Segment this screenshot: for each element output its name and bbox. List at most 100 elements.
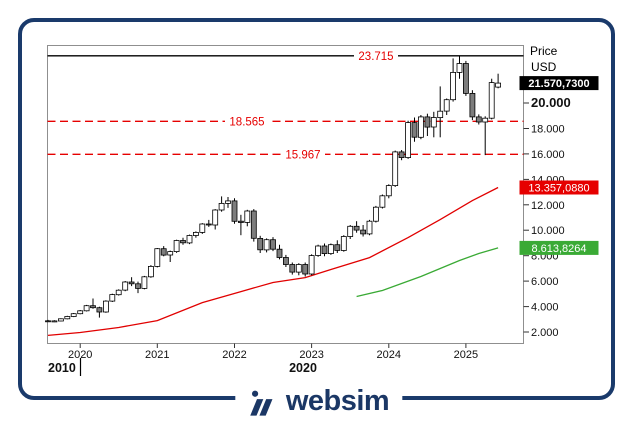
candle-body <box>115 289 122 296</box>
decade-label: 2020 <box>289 361 317 375</box>
candle-body <box>398 151 405 158</box>
candle-body <box>340 236 347 251</box>
candle-body <box>109 294 116 302</box>
x-tick-label: 2021 <box>145 349 169 361</box>
candle-body <box>199 223 206 233</box>
candle-body <box>96 307 103 313</box>
price-marker-box <box>519 180 599 195</box>
candle-body <box>321 245 328 254</box>
candle-body <box>430 117 437 128</box>
candle-body <box>231 200 238 222</box>
candle-body <box>147 265 154 278</box>
candle-body <box>160 248 167 256</box>
x-tick-label: 2025 <box>454 349 478 361</box>
y-tick-label: 4.000 <box>531 302 559 314</box>
websim-card <box>18 18 615 400</box>
candle-body <box>141 276 148 289</box>
candle-body <box>90 305 96 309</box>
level-label: 18.565 <box>229 116 264 128</box>
candle-body <box>180 240 186 244</box>
candle-body <box>495 82 502 88</box>
x-tick-label: 2023 <box>299 349 323 361</box>
candle-body <box>450 72 457 101</box>
candle-body <box>360 229 367 235</box>
candle-body <box>334 244 341 251</box>
candle-body <box>276 248 283 258</box>
candle-body <box>482 117 489 123</box>
candle-body <box>192 231 199 236</box>
candle-body <box>45 320 51 323</box>
y-tick-label: 20.000 <box>531 95 571 110</box>
candle-body <box>372 206 379 222</box>
candle-body <box>212 209 219 226</box>
level-label-bg <box>354 49 398 63</box>
y-tick-label: 6.000 <box>531 276 559 288</box>
candle-body <box>327 244 334 254</box>
websim-logo-text: websim <box>285 385 390 417</box>
candle-body <box>173 240 180 253</box>
websim-logo-icon <box>249 390 272 416</box>
candle-body <box>103 300 109 313</box>
candle-body <box>154 248 161 267</box>
candle-body <box>475 116 482 123</box>
candle-body <box>244 210 251 223</box>
axis-title-usd: USD <box>531 60 557 74</box>
candle-body <box>257 237 264 251</box>
price-marker-box <box>519 240 599 255</box>
price-marker-label: 8.613,8264 <box>531 243 586 255</box>
candle-body <box>417 116 424 138</box>
candle-body <box>353 225 360 231</box>
candle-body <box>167 251 174 256</box>
candle-body <box>289 264 296 273</box>
y-tick-label: 16.000 <box>531 149 565 161</box>
candle-body <box>437 110 444 118</box>
candle-body <box>270 239 276 250</box>
candle-body <box>379 195 386 208</box>
level-label-bg <box>281 147 325 161</box>
price-marker-box <box>519 76 599 91</box>
candle-body <box>186 235 193 244</box>
candle-body <box>443 99 450 112</box>
candle-body <box>308 255 315 275</box>
y-tick-label: 18.000 <box>531 124 565 136</box>
candle-body <box>366 220 373 235</box>
y-tick-label: 10.000 <box>531 225 565 237</box>
websim-logo: websim <box>234 385 403 421</box>
candle-body <box>51 320 58 323</box>
axis-title-price: Price <box>530 44 558 58</box>
candle-body <box>347 225 354 237</box>
moving-average-slow-line <box>356 247 499 298</box>
candle-body <box>488 82 495 119</box>
level-label-bg <box>225 114 269 128</box>
candle-body <box>456 63 463 73</box>
level-label: 15.967 <box>285 149 320 161</box>
x-tick-label: 2022 <box>222 349 246 361</box>
x-tick-label: 2024 <box>377 349 401 361</box>
candle-body <box>128 281 135 285</box>
price-marker-label: 13.357,0880 <box>528 183 589 195</box>
y-tick-label: 2.000 <box>531 327 559 339</box>
candle-body <box>58 318 64 322</box>
candle-body <box>315 245 322 256</box>
candle-body <box>263 239 270 251</box>
x-tick-label: 2020 <box>68 349 92 361</box>
candle-body <box>250 210 257 239</box>
price-marker-label: 21.570,7300 <box>528 78 589 90</box>
candle-body <box>83 305 90 312</box>
candle-body <box>295 264 302 273</box>
candle-body <box>424 116 431 128</box>
candle-body <box>64 316 71 320</box>
candle-body <box>205 223 212 226</box>
candle-body <box>385 185 392 197</box>
candle-body <box>469 93 476 118</box>
level-label: 23.715 <box>358 51 393 63</box>
candle-body <box>411 122 418 138</box>
candle-body <box>302 264 309 275</box>
y-tick-label: 12.000 <box>531 200 565 212</box>
candle-body <box>122 281 129 291</box>
decade-label: 2010 <box>48 361 76 375</box>
candle-body <box>282 257 289 265</box>
candle-body <box>77 310 84 315</box>
